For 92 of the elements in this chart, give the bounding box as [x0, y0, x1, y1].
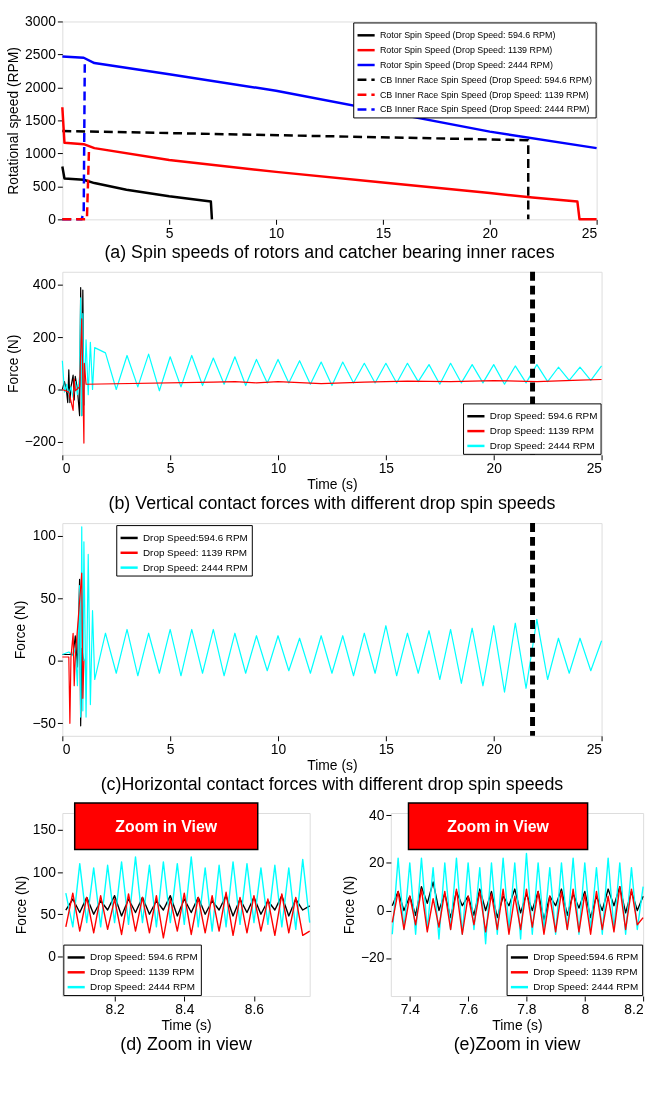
legend-label: CB Inner Race Spin Speed (Drop Speed: 2444 RPM): [379, 104, 590, 115]
line-series: [391, 852, 644, 945]
y-tick-label: −200: [24, 433, 57, 450]
annotation: Zoom in View: [115, 817, 218, 835]
legend-label: Drop Speed: 594.6 RPM: [489, 410, 598, 422]
legend-label: Drop Speed: 2444 RPM: [533, 981, 639, 993]
x-tick-label: 10: [270, 460, 287, 477]
text: (a) Spin speeds of rotors and catcher bearing inner races: [104, 241, 555, 262]
x-tick-label: 7.8: [517, 1001, 537, 1018]
y-tick-label: 400: [32, 276, 57, 293]
x-tick-label: 25: [586, 741, 603, 758]
x-tick-label: 8.6: [244, 1001, 265, 1018]
x-tick-label: 8.4: [175, 1001, 195, 1018]
x-tick-label: 15: [378, 741, 395, 758]
legend-label: Rotor Spin Speed (Drop Speed: 2444 RPM): [379, 59, 553, 70]
x-axis-title: Time (s): [161, 1017, 212, 1034]
x-tick-label: 15: [375, 224, 392, 241]
y-tick-label: 1500: [25, 111, 57, 128]
legend-label: Rotor Spin Speed (Drop Speed: 594.6 RPM): [379, 30, 556, 41]
x-tick-label: 5: [166, 460, 175, 477]
x-tick-label: 20: [482, 224, 499, 241]
x-tick-label: 8.2: [105, 1001, 125, 1018]
legend-label: Drop Speed: 1139 RPM: [90, 966, 195, 978]
x-tick-label: 25: [581, 224, 598, 241]
legend-label: Drop Speed:594.6 RPM: [142, 531, 248, 543]
line-series: [65, 891, 311, 939]
line-series: [391, 886, 644, 935]
y-axis-title: Force (N): [4, 334, 21, 394]
line-series: [61, 55, 598, 150]
y-tick-label: −50: [32, 714, 57, 731]
legend-label: CB Inner Race Spin Speed (Drop Speed: 1139 RPM): [379, 89, 589, 100]
y-tick-label: 50: [40, 905, 57, 922]
y-tick-label: 50: [40, 589, 57, 606]
y-tick-label: 0: [48, 380, 57, 397]
y-tick-label: 1000: [25, 144, 57, 161]
legend-label: Drop Speed: 2444 RPM: [90, 981, 195, 993]
x-axis-title: Time (s): [307, 475, 358, 492]
legend-label: CB Inner Race Spin Speed (Drop Speed: 594.6 RPM): [379, 74, 592, 85]
x-tick-label: 0: [62, 741, 71, 758]
legend-label: Drop Speed: 1139 RPM: [489, 425, 594, 437]
x-tick-label: 8.2: [624, 1001, 644, 1018]
text: (d) Zoom in view: [120, 1034, 252, 1055]
y-tick-label: 500: [32, 177, 57, 194]
x-tick-label: 8: [581, 1001, 590, 1018]
text: (c)Horizontal contact forces with different drop spin speeds: [100, 774, 564, 795]
legend-label: Drop Speed: 2444 RPM: [489, 439, 595, 451]
y-tick-label: 2500: [25, 45, 57, 62]
x-tick-label: 0: [62, 460, 71, 477]
text: (e)Zoom in view: [453, 1034, 581, 1055]
legend-label: Drop Speed: 1139 RPM: [142, 546, 248, 558]
legend-label: Drop Speed:594.6 RPM: [533, 951, 639, 963]
y-tick-label: 150: [32, 821, 57, 838]
x-tick-label: 20: [486, 460, 503, 477]
y-tick-label: 2000: [25, 78, 57, 95]
line-series: [65, 894, 311, 917]
y-axis-title: Force (N): [12, 600, 29, 660]
line-series: [65, 856, 311, 932]
line-series: [61, 105, 598, 221]
x-tick-label: 15: [378, 460, 395, 477]
annotation: Zoom in View: [447, 817, 550, 835]
y-tick-label: 0: [48, 652, 57, 669]
y-axis-title: Force (N): [12, 875, 29, 935]
x-tick-label: 7.6: [458, 1001, 479, 1018]
y-tick-label: 0: [48, 210, 57, 227]
x-tick-label: 7.4: [400, 1001, 421, 1018]
y-axis-title: Rotational speed (RPM): [5, 47, 22, 195]
y-tick-label: 3000: [25, 12, 57, 29]
y-tick-label: 200: [32, 328, 57, 345]
y-axis-title: Force (N): [340, 875, 357, 935]
y-tick-label: 100: [32, 863, 57, 880]
y-tick-label: 0: [48, 947, 57, 964]
legend-label: Drop Speed: 2444 RPM: [142, 561, 248, 573]
y-tick-label: −20: [360, 949, 385, 966]
x-tick-label: 20: [486, 741, 503, 758]
legend-label: Rotor Spin Speed (Drop Speed: 1139 RPM): [379, 45, 553, 56]
x-tick-label: 25: [586, 460, 603, 477]
x-axis-title: Time (s): [307, 756, 358, 773]
y-tick-label: 100: [32, 527, 57, 544]
y-tick-label: 40: [368, 806, 385, 823]
y-tick-label: 0: [376, 901, 385, 918]
line-series: [61, 318, 603, 444]
line-series: [61, 165, 214, 221]
x-axis-title: Time (s): [492, 1017, 543, 1034]
x-tick-label: 5: [165, 224, 174, 241]
y-tick-label: 20: [368, 854, 385, 871]
legend-label: Drop Speed: 594.6 RPM: [90, 951, 198, 963]
legend-label: Drop Speed: 1139 RPM: [533, 966, 638, 978]
line-series: [61, 526, 603, 718]
text: (b) Vertical contact forces with different drop spin speeds: [108, 493, 556, 514]
x-tick-label: 10: [270, 741, 287, 758]
x-tick-label: 5: [166, 741, 175, 758]
x-tick-label: 10: [268, 224, 285, 241]
